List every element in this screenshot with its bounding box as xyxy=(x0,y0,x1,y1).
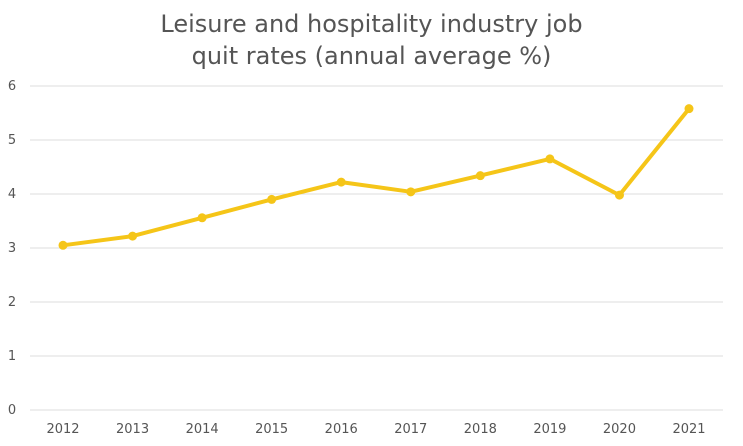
chart-title: Leisure and hospitality industry job qui… xyxy=(0,8,743,72)
y-axis-ticks: 0 1 2 3 4 5 6 xyxy=(8,79,16,418)
y-tick-label: 0 xyxy=(8,403,16,418)
data-points xyxy=(58,104,694,250)
grid-lines xyxy=(30,85,723,411)
x-tick-label: 2014 xyxy=(186,422,219,437)
y-tick-label: 5 xyxy=(8,133,16,148)
y-tick-label: 4 xyxy=(8,187,16,202)
x-tick-label: 2013 xyxy=(116,422,149,437)
x-tick-label: 2021 xyxy=(672,422,705,437)
data-point-2015 xyxy=(267,194,277,204)
x-tick-label: 2016 xyxy=(325,422,358,437)
data-point-2013 xyxy=(128,231,138,241)
data-point-2012 xyxy=(58,240,68,250)
x-tick-label: 2012 xyxy=(46,422,79,437)
data-point-2021 xyxy=(684,104,694,114)
y-tick-label: 1 xyxy=(8,349,16,364)
data-point-2017 xyxy=(406,187,416,197)
x-tick-label: 2018 xyxy=(464,422,497,437)
data-point-2014 xyxy=(197,213,207,223)
series-line-path xyxy=(61,106,691,248)
data-point-2020 xyxy=(614,190,624,200)
y-tick-label: 6 xyxy=(8,79,16,94)
data-point-2019 xyxy=(545,154,555,164)
chart-title-line-1: Leisure and hospitality industry job xyxy=(160,10,583,38)
y-tick-label: 3 xyxy=(8,241,16,256)
x-tick-label: 2019 xyxy=(533,422,566,437)
chart-title-line-2: quit rates (annual average %) xyxy=(191,42,552,70)
y-tick-label: 2 xyxy=(8,295,16,310)
x-tick-label: 2015 xyxy=(255,422,288,437)
data-point-2016 xyxy=(336,177,346,187)
x-axis-ticks: 2012 2013 2014 2015 2016 2017 2018 2019 2020 2021 xyxy=(46,422,705,437)
data-point-2018 xyxy=(475,171,485,181)
x-tick-label: 2017 xyxy=(394,422,427,437)
series-line xyxy=(61,106,691,248)
x-tick-label: 2020 xyxy=(603,422,636,437)
